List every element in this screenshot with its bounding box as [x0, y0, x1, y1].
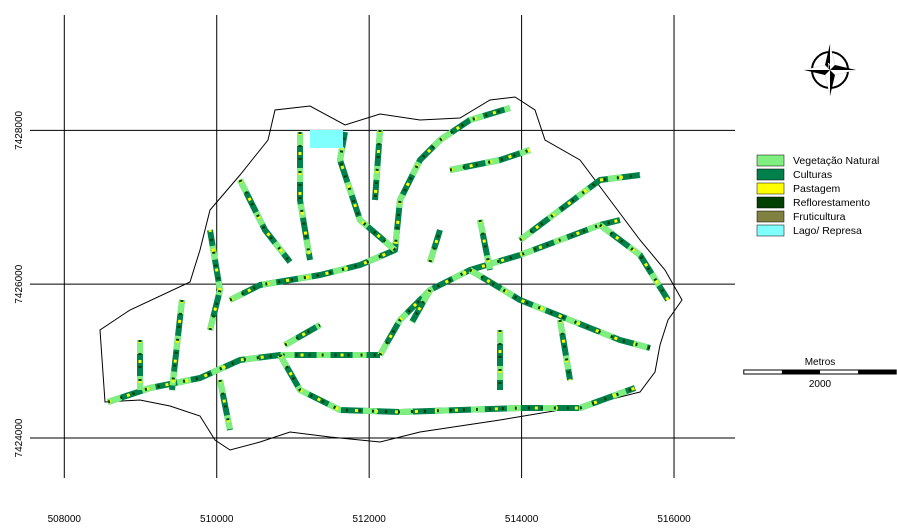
north-label: N: [827, 63, 832, 70]
legend-swatch: [757, 197, 784, 208]
legend-swatch: [757, 183, 784, 194]
legend-swatch: [757, 225, 784, 236]
legend: Vegetação Natural Culturas Pastagem Reflore…: [757, 155, 879, 237]
legend-swatch: [757, 155, 784, 166]
stream: [108, 355, 380, 402]
scale-value: 2000: [809, 379, 832, 390]
x-tick-label: 508000: [48, 514, 82, 525]
grid: 508000 510000 512000 514000 516000 7424000 742…: [14, 15, 735, 525]
legend-label: Lago/ Represa: [793, 225, 862, 237]
watershed-outline: [100, 97, 682, 450]
x-tick-label: 512000: [352, 514, 386, 525]
legend-swatch: [757, 169, 784, 180]
lake: [310, 130, 343, 148]
scale-bar-segment: [858, 370, 896, 374]
legend-label: Vegetação Natural: [793, 155, 879, 167]
legend-swatch: [757, 211, 784, 222]
legend-label: Pastagem: [793, 183, 841, 195]
y-tick-label: 7428000: [14, 110, 25, 149]
stream: [210, 230, 220, 330]
x-tick-label: 516000: [657, 514, 691, 525]
scale-bar: Metros 2000: [744, 357, 896, 390]
scale-bar-segment: [782, 370, 820, 374]
stream-segment: [340, 132, 395, 250]
x-tick-label: 510000: [200, 514, 234, 525]
map: 508000 510000 512000 514000 516000 7424000 742…: [0, 0, 897, 530]
stream: [600, 225, 668, 300]
legend-label: Reflorestamento: [793, 197, 870, 209]
legend-label: Fruticultura: [793, 211, 846, 223]
scale-title: Metros: [805, 357, 836, 368]
legend-label: Culturas: [793, 169, 832, 181]
north-arrow: N: [804, 44, 856, 96]
y-tick-label: 7424000: [14, 418, 25, 457]
stream-network: [108, 108, 668, 430]
stream-segment: [280, 355, 635, 412]
x-tick-label: 514000: [505, 514, 539, 525]
y-tick-label: 7426000: [14, 264, 25, 303]
